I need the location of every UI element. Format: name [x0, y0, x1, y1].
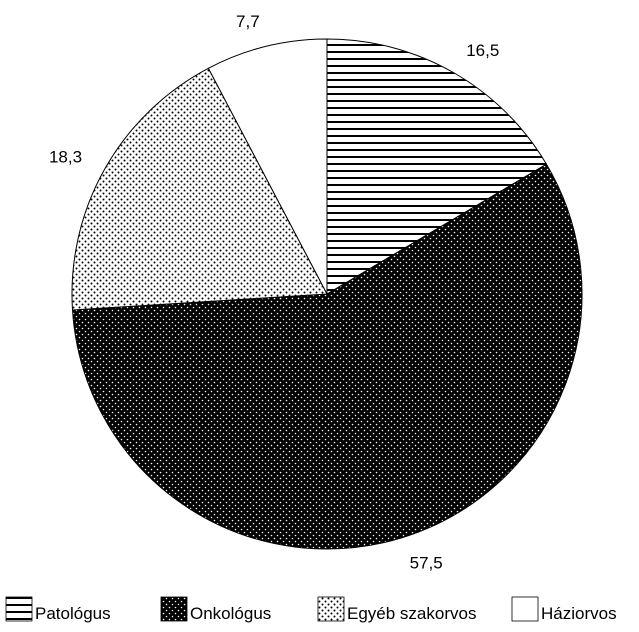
legend-swatch-haziorvos [511, 596, 539, 622]
legend-label-patologus: Patológus [35, 604, 111, 623]
pie-value-label-onkologus: 57,5 [410, 554, 443, 573]
legend-swatch-egyeb-szakorvos [317, 596, 345, 622]
pie-slice-patologus [326, 38, 548, 295]
legend-label-egyeb-szakorvos: Egyéb szakorvos [347, 604, 476, 623]
pie-slice-onkologus [71, 163, 583, 550]
legend-swatch-patologus [5, 596, 33, 622]
pie-value-label-egyeb-szakorvos: 18,3 [49, 147, 82, 166]
legend: Patológus Onkológus Egyéb szakorvos Háziorv… [5, 596, 617, 623]
pie-slice-egyeb-szakorvos [71, 67, 328, 311]
pie-slices [71, 38, 583, 550]
legend-label-onkologus: Onkológus [190, 604, 271, 623]
legend-item-onkologus: Onkológus [160, 596, 271, 623]
legend-item-patologus: Patológus [5, 596, 111, 623]
legend-label-haziorvos: Háziorvos [541, 604, 617, 623]
pie-slice-haziorvos [207, 38, 328, 295]
legend-item-haziorvos: Háziorvos [511, 596, 617, 623]
pie-value-labels: 16,5 57,5 18,3 7,7 [49, 12, 499, 572]
pie-value-label-patologus: 16,5 [466, 41, 499, 60]
legend-item-egyeb-szakorvos: Egyéb szakorvos [317, 596, 476, 623]
legend-swatch-onkologus [160, 596, 188, 622]
pie-value-label-haziorvos: 7,7 [236, 12, 260, 31]
